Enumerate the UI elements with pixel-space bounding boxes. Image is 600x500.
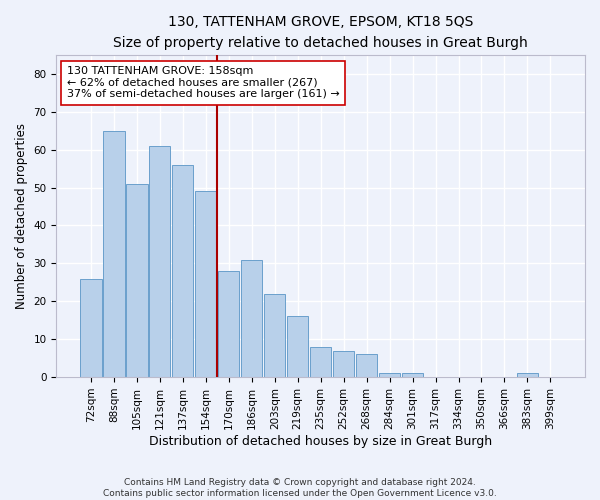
Bar xyxy=(80,278,101,377)
Bar xyxy=(310,347,331,377)
Bar xyxy=(356,354,377,377)
Bar xyxy=(172,165,193,377)
Bar xyxy=(402,374,423,377)
Bar xyxy=(127,184,148,377)
Bar xyxy=(517,374,538,377)
Text: Contains HM Land Registry data © Crown copyright and database right 2024.
Contai: Contains HM Land Registry data © Crown c… xyxy=(103,478,497,498)
Bar xyxy=(333,350,354,377)
Bar xyxy=(241,260,262,377)
X-axis label: Distribution of detached houses by size in Great Burgh: Distribution of detached houses by size … xyxy=(149,434,492,448)
Bar xyxy=(149,146,170,377)
Title: 130, TATTENHAM GROVE, EPSOM, KT18 5QS
Size of property relative to detached hous: 130, TATTENHAM GROVE, EPSOM, KT18 5QS Si… xyxy=(113,15,528,50)
Bar xyxy=(218,271,239,377)
Bar xyxy=(195,192,217,377)
Text: 130 TATTENHAM GROVE: 158sqm
← 62% of detached houses are smaller (267)
37% of se: 130 TATTENHAM GROVE: 158sqm ← 62% of det… xyxy=(67,66,340,100)
Bar xyxy=(264,294,286,377)
Bar xyxy=(103,130,125,377)
Bar xyxy=(287,316,308,377)
Y-axis label: Number of detached properties: Number of detached properties xyxy=(15,123,28,309)
Bar xyxy=(379,374,400,377)
